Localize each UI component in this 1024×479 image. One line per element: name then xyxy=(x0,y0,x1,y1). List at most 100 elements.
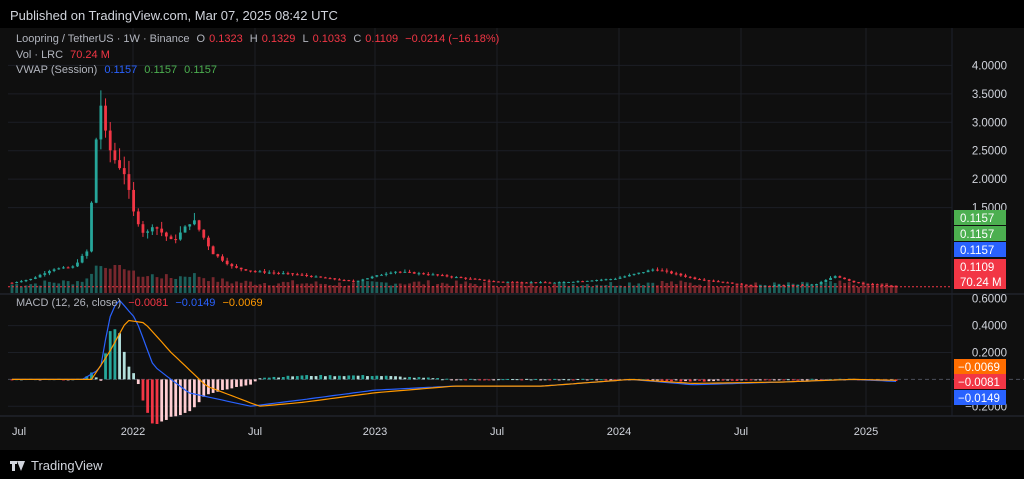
volume-bar xyxy=(628,282,631,293)
macd-histogram-bar xyxy=(90,372,93,380)
macd-histogram-bar xyxy=(235,379,238,387)
candle-body xyxy=(309,275,313,277)
macd-histogram-bar xyxy=(651,379,655,381)
macd-histogram-bar xyxy=(422,377,425,380)
candle-body xyxy=(150,227,154,232)
macd-histogram-bar xyxy=(585,379,589,381)
candle-body xyxy=(843,277,846,280)
macd-histogram-bar xyxy=(164,379,168,420)
macd-histogram-bar xyxy=(539,379,542,381)
chart-area[interactable]: Jul 2022 Jul 2023 Jul 2024 Jul 2025 4.0000 3.5000… xyxy=(0,28,1024,450)
macd-histogram-bar xyxy=(829,379,832,381)
volume-bar xyxy=(894,285,898,293)
macd-histogram-bar xyxy=(136,379,140,385)
volume-bar xyxy=(459,283,463,293)
volume-bar xyxy=(319,283,323,293)
volume-bar xyxy=(193,273,196,293)
macd-histogram-bar xyxy=(188,379,192,412)
volume-bar xyxy=(150,274,154,293)
volume-bar xyxy=(819,283,823,293)
macd-histogram-bar xyxy=(684,379,687,382)
macd-histogram-bar xyxy=(815,379,818,381)
volume-bar xyxy=(431,286,435,293)
macd-histogram-bar xyxy=(174,379,178,417)
macd-histogram-bar xyxy=(581,378,585,380)
candle-body xyxy=(361,279,365,281)
candle-body xyxy=(506,281,510,283)
volume-bar xyxy=(38,285,42,293)
volume-bar xyxy=(796,284,800,293)
volume-bar xyxy=(216,281,220,293)
candle-body xyxy=(599,279,603,281)
volume-bar xyxy=(829,281,832,293)
macd-histogram-bar xyxy=(454,379,458,381)
volume-bar xyxy=(380,282,383,293)
candle-body xyxy=(445,275,449,277)
tradingview-brand[interactable]: TradingView xyxy=(10,458,103,473)
macd-histogram-bar xyxy=(487,379,491,381)
volume-bar xyxy=(352,282,355,293)
volume-bar xyxy=(847,282,851,293)
candle-body xyxy=(57,268,61,270)
candle-body xyxy=(515,281,519,283)
candle-body xyxy=(422,273,425,275)
macd-legend: MACD (12, 26, close) −0.0081 −0.0149 −0.… xyxy=(16,297,267,309)
macd-histogram-bar xyxy=(230,379,234,389)
volume-bar xyxy=(506,282,510,293)
candle-body xyxy=(520,282,524,284)
candle-body xyxy=(740,283,744,285)
volume-bar xyxy=(623,286,627,293)
candle-body xyxy=(291,273,295,275)
macd-histogram-bar xyxy=(791,379,795,381)
candle-body xyxy=(824,279,828,282)
volume-bar xyxy=(735,283,739,293)
macd-histogram-bar xyxy=(740,379,744,381)
volume-bar xyxy=(534,286,538,293)
volume-bar xyxy=(174,278,178,293)
price-badge xyxy=(954,274,1006,289)
candle-body xyxy=(637,272,641,274)
volume-bar xyxy=(80,281,84,293)
candle-body xyxy=(295,274,299,276)
macd-histogram-bar xyxy=(440,379,444,381)
macd-histogram-bar xyxy=(202,379,206,397)
candle-body xyxy=(132,189,136,212)
volume-bar xyxy=(730,287,734,293)
candle-body xyxy=(408,271,411,273)
volume-bar xyxy=(323,284,327,293)
candle-body xyxy=(478,279,482,281)
macd-histogram-bar xyxy=(735,379,739,381)
candle-body xyxy=(576,281,580,283)
candle-body xyxy=(772,285,776,287)
volume-bar xyxy=(33,283,37,293)
volume-bar xyxy=(258,284,262,293)
macd-histogram-bar xyxy=(754,379,758,381)
candle-body xyxy=(244,269,248,271)
macd-histogram-bar xyxy=(497,379,500,381)
candle-body xyxy=(712,280,715,282)
volume-bar xyxy=(281,281,285,293)
volume-bar xyxy=(305,283,309,293)
macd-histogram-bar xyxy=(225,379,229,390)
volume-bar xyxy=(99,266,103,293)
volume-bar xyxy=(604,285,608,293)
volume-bar xyxy=(253,284,257,293)
candle-body xyxy=(76,262,79,267)
candle-body xyxy=(511,281,514,283)
volume-bar xyxy=(665,282,669,293)
candle-body xyxy=(595,280,599,282)
volume-bar xyxy=(791,283,795,293)
chart-svg[interactable]: Jul 2022 Jul 2023 Jul 2024 Jul 2025 4.0000 3.5000… xyxy=(0,28,1024,450)
macd-histogram-bar xyxy=(707,379,711,382)
candle-body xyxy=(431,274,435,276)
volume-bar xyxy=(852,284,856,293)
macd-histogram-bar xyxy=(744,379,748,381)
vwap-value-2: 0.1157 xyxy=(144,64,178,76)
candle-body xyxy=(375,275,379,277)
macd-histogram-bar xyxy=(613,379,617,381)
volume-bar xyxy=(239,282,243,293)
volume-bar xyxy=(235,281,238,293)
volume-bar xyxy=(656,285,659,293)
volume-bar xyxy=(889,284,893,293)
candle-body xyxy=(553,282,556,284)
